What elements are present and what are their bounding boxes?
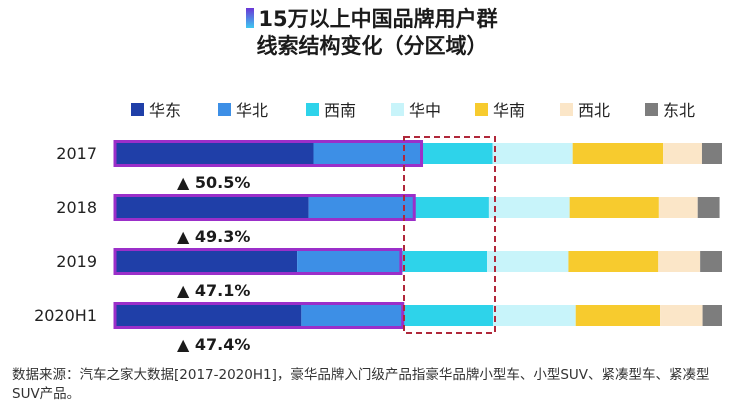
legend-swatch-6 xyxy=(560,103,573,116)
bar-segment-2019-西北 xyxy=(658,251,701,272)
category-label-4: 2020H1 xyxy=(34,306,97,325)
bar-segment-2020H1-东北 xyxy=(702,305,722,326)
legend-label-1: 华东 xyxy=(149,101,181,120)
bar-segment-2017-华东 xyxy=(115,143,314,164)
legend-label-3: 西南 xyxy=(324,101,356,120)
bar-segment-2018-华南 xyxy=(569,197,659,218)
bar-segment-2018-西北 xyxy=(658,197,698,218)
bar-segment-2020H1-华南 xyxy=(575,305,661,326)
bar-segment-2019-华南 xyxy=(568,251,659,272)
bar-segment-2019-东北 xyxy=(700,251,722,272)
bar-segment-2020H1-华中 xyxy=(493,305,576,326)
legend-swatch-7 xyxy=(645,103,658,116)
bar-segment-2019-西南 xyxy=(400,251,488,272)
share-label-2: ▲ 49.3% xyxy=(177,227,250,246)
bar-segment-2017-华中 xyxy=(492,143,573,164)
highlight-box-4 xyxy=(113,302,405,329)
bar-segment-2018-西南 xyxy=(414,197,489,218)
title-line-1: 15万以上中国品牌用户群 xyxy=(258,7,498,31)
bar-segment-2017-西北 xyxy=(663,143,702,164)
bar-segment-2018-华中 xyxy=(488,197,570,218)
legend-label-6: 西北 xyxy=(578,101,610,120)
bar-segment-2018-华东 xyxy=(115,197,309,218)
highlight-box-1 xyxy=(113,140,424,167)
highlight-box-2 xyxy=(113,194,416,221)
legend-label-2: 华北 xyxy=(236,101,268,120)
bar-segment-2020H1-华北 xyxy=(301,305,403,326)
highlight-box-3 xyxy=(113,248,403,275)
category-label-3: 2019 xyxy=(56,252,97,271)
bar-segment-2019-华中 xyxy=(487,251,569,272)
title-accent-bar xyxy=(246,8,255,28)
legend-label-4: 华中 xyxy=(409,101,441,120)
legend-swatch-5 xyxy=(475,103,488,116)
share-label-1: ▲ 50.5% xyxy=(177,173,250,192)
legend-swatch-2 xyxy=(218,103,231,116)
bar-segment-2019-华北 xyxy=(297,251,401,272)
legend-label-5: 华南 xyxy=(493,101,525,120)
bar-segment-2018-华北 xyxy=(308,197,415,218)
bar-segment-2017-华南 xyxy=(572,143,664,164)
bar-segment-2020H1-华东 xyxy=(115,305,302,326)
share-label-4: ▲ 47.4% xyxy=(177,335,250,354)
category-label-1: 2017 xyxy=(56,144,97,163)
bar-segment-2018-东北 xyxy=(697,197,720,218)
bar-segment-2019-华东 xyxy=(115,251,298,272)
legend-swatch-3 xyxy=(306,103,319,116)
share-label-3: ▲ 47.1% xyxy=(177,281,250,300)
chart-title: 15万以上中国品牌用户群 线索结构变化（分区域） xyxy=(0,6,744,60)
source-footnote: 数据来源：汽车之家大数据[2017-2020H1]，豪华品牌入门级产品指豪华品牌… xyxy=(12,367,710,402)
bar-segment-2017-西南 xyxy=(421,143,493,164)
bar-segment-2020H1-西南 xyxy=(402,305,494,326)
title-line-2: 线索结构变化（分区域） xyxy=(256,34,488,58)
legend-label-7: 东北 xyxy=(663,101,695,120)
bar-segment-2020H1-西北 xyxy=(660,305,703,326)
category-label-2: 2018 xyxy=(56,198,97,217)
bar-segment-2017-东北 xyxy=(701,143,722,164)
bar-segment-2017-华北 xyxy=(313,143,422,164)
legend-swatch-1 xyxy=(131,103,144,116)
legend-swatch-4 xyxy=(391,103,404,116)
dashed-highlight-frame xyxy=(403,136,496,334)
